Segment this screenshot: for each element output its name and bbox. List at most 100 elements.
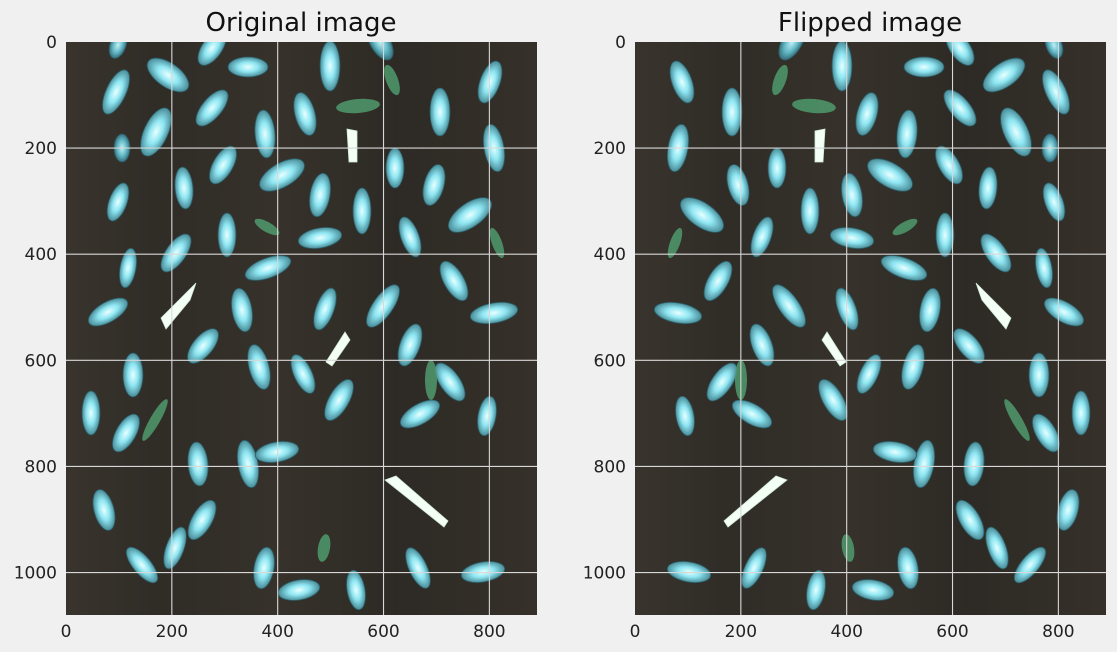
rice-grain bbox=[982, 57, 1026, 93]
rice-grain bbox=[679, 197, 725, 233]
axes-flipped: 0 200 400 600 800 0 200 400 600 800 1000 bbox=[583, 33, 1075, 642]
rice-grain bbox=[897, 546, 919, 590]
rice-grain bbox=[118, 247, 138, 289]
rice-grain bbox=[81, 390, 101, 436]
rice-grain bbox=[236, 439, 260, 489]
rice-grain bbox=[669, 60, 695, 104]
rice-grain bbox=[197, 42, 227, 66]
rice-grain bbox=[477, 60, 503, 104]
rice-grain bbox=[397, 323, 423, 367]
grid-original bbox=[66, 42, 537, 615]
rice-grain bbox=[160, 233, 192, 273]
rice-grain bbox=[980, 233, 1012, 273]
y-tick-label: 0 bbox=[615, 33, 626, 53]
rice-grain bbox=[385, 147, 405, 189]
debris-fragment bbox=[772, 64, 788, 96]
rice-grain bbox=[675, 395, 695, 437]
rice-grain bbox=[319, 42, 341, 92]
rice-grain bbox=[903, 56, 945, 78]
rice-grain bbox=[666, 561, 712, 583]
rice-grain bbox=[1042, 182, 1066, 222]
rice-grain bbox=[174, 166, 194, 210]
rice-grain bbox=[231, 287, 253, 333]
rice-grain bbox=[405, 547, 431, 589]
original-image bbox=[66, 42, 537, 615]
y-tick-label: 200 bbox=[25, 139, 57, 159]
rice-grain bbox=[855, 92, 879, 136]
rice-grain bbox=[935, 212, 955, 258]
rice-grain bbox=[187, 441, 209, 487]
rice-grain bbox=[818, 379, 848, 421]
rice-grain bbox=[259, 158, 305, 192]
rice-grain bbox=[731, 399, 773, 429]
debris-fragment bbox=[142, 399, 168, 441]
rice-grain bbox=[125, 546, 159, 584]
rice-grain bbox=[985, 526, 1009, 570]
rice-grain bbox=[778, 42, 806, 61]
rice-grain bbox=[1043, 297, 1085, 327]
rice-grain bbox=[706, 362, 738, 402]
y-tick-label: 600 bbox=[25, 351, 57, 371]
rice-grain bbox=[872, 441, 918, 463]
panel-title-flipped: Flipped image bbox=[778, 8, 962, 38]
rice-grain bbox=[721, 87, 743, 137]
rice-grain bbox=[101, 69, 131, 115]
rice-grain bbox=[92, 489, 116, 531]
rice-grain bbox=[703, 260, 733, 302]
flipped-image bbox=[635, 42, 1106, 615]
rice-grain bbox=[439, 260, 469, 302]
rice-grain bbox=[829, 227, 875, 249]
white-fragment bbox=[325, 331, 351, 367]
white-fragment bbox=[384, 475, 449, 528]
rice-grain bbox=[429, 87, 451, 137]
rice-grain bbox=[955, 499, 985, 541]
rice-grain bbox=[477, 395, 497, 437]
rice-grain bbox=[254, 109, 276, 159]
rice-grain bbox=[195, 89, 229, 127]
rice-grain bbox=[767, 147, 787, 189]
x-tick-label: 400 bbox=[261, 622, 293, 642]
rice-grain bbox=[217, 212, 237, 258]
grid-flipped bbox=[635, 42, 1106, 615]
y-tick-label: 800 bbox=[25, 457, 57, 477]
rice-grain bbox=[945, 42, 975, 66]
rice-grain bbox=[187, 499, 217, 541]
y-tick-label: 800 bbox=[594, 457, 626, 477]
rice-grain bbox=[772, 284, 806, 328]
rice-grain bbox=[856, 354, 882, 394]
rice-grain bbox=[750, 216, 774, 258]
debris-fragment bbox=[336, 98, 380, 114]
debris-fragment bbox=[892, 218, 918, 236]
rice-grain bbox=[140, 107, 172, 157]
debris-fragment bbox=[1004, 399, 1030, 441]
rice-grain bbox=[434, 362, 466, 402]
rice-grain bbox=[111, 413, 141, 453]
rice-grain bbox=[366, 42, 394, 61]
rice-grain bbox=[741, 547, 767, 589]
y-tick-label: 1000 bbox=[14, 564, 57, 584]
rice-grain bbox=[108, 42, 128, 59]
rice-grain bbox=[422, 164, 446, 206]
rice-grain bbox=[309, 172, 331, 218]
y-tick-label: 400 bbox=[594, 245, 626, 265]
rice-grain bbox=[313, 287, 337, 331]
y-tick-label: 600 bbox=[594, 351, 626, 371]
rice-grain bbox=[352, 187, 372, 235]
rice-grain bbox=[919, 287, 941, 333]
y-tick-label: 1000 bbox=[583, 564, 626, 584]
x-tick-label: 200 bbox=[156, 622, 188, 642]
rice-grain bbox=[87, 297, 129, 327]
rice-grain bbox=[244, 255, 292, 281]
rice-grain bbox=[1034, 247, 1054, 289]
rice-grain bbox=[346, 569, 366, 611]
rice-grain bbox=[460, 561, 506, 583]
rice-grain bbox=[208, 145, 238, 185]
y-tick-label: 200 bbox=[594, 139, 626, 159]
rice-grain bbox=[896, 109, 918, 159]
rice-grain bbox=[398, 216, 422, 258]
x-tick-label: 800 bbox=[473, 622, 505, 642]
rice-grain bbox=[293, 92, 317, 136]
rice-grain bbox=[1013, 546, 1047, 584]
